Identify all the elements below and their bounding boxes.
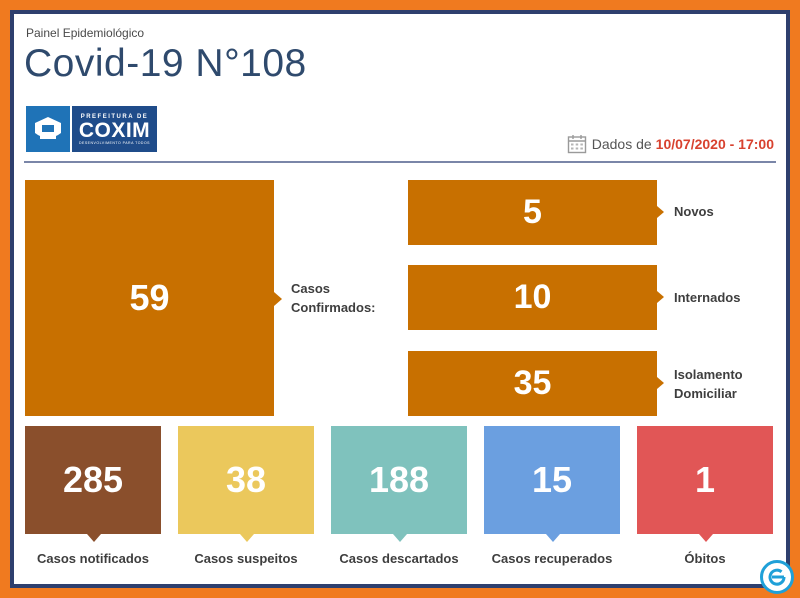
crest-icon — [26, 106, 70, 152]
logo-prefix: PREFEITURA DE — [80, 113, 149, 120]
watermark-logo-icon — [760, 560, 794, 594]
hospitalized-box: 10 — [408, 265, 664, 330]
hospitalized-label: Internados — [674, 290, 741, 305]
new-cases-label: Novos — [674, 204, 714, 219]
home-isolation-label-line1: Isolamento — [674, 367, 743, 382]
notified-cases-label: Casos notificados — [37, 551, 149, 566]
calendar-icon — [567, 134, 587, 154]
epidemiological-panel: Painel Epidemiológico Covid-19 N°108 PRE… — [14, 14, 786, 584]
logo-name: COXIM — [78, 118, 151, 142]
date-label: Dados de — [591, 136, 652, 152]
confirmed-label-line1: Casos — [291, 281, 331, 296]
confirmed-cases-box: 59 — [25, 180, 282, 416]
home-isolation-box: 35 — [408, 351, 664, 416]
panel-subtitle: Painel Epidemiológico — [26, 26, 145, 40]
recovered-cases-card: 15 — [484, 426, 620, 542]
home-isolation-label: Isolamento Domiciliar — [674, 365, 743, 403]
discarded-cases-label: Casos descartados — [339, 551, 459, 566]
data-date: Dados de 10/07/2020 - 17:00 — [567, 134, 774, 154]
date-value: 10/07/2020 - 17:00 — [655, 136, 774, 152]
notified-cases-card: 285 — [25, 426, 161, 542]
suspected-cases-card: 38 — [178, 426, 314, 542]
deaths-card: 1 — [637, 426, 773, 542]
discarded-cases-card: 188 — [331, 426, 467, 542]
new-cases-box: 5 — [408, 180, 664, 245]
confirmed-label-line2: Confirmados: — [291, 300, 376, 315]
panel-title: Covid-19 N°108 — [24, 42, 307, 85]
recovered-cases-label: Casos recuperados — [491, 551, 613, 566]
prefeitura-logo: PREFEITURA DE COXIM DESENVOLVIMENTO PARA… — [26, 106, 157, 152]
home-isolation-label-line2: Domiciliar — [674, 386, 737, 401]
logo-wordmark: PREFEITURA DE COXIM DESENVOLVIMENTO PARA… — [72, 106, 157, 152]
deaths-label: Óbitos — [684, 551, 726, 566]
header-divider — [24, 161, 776, 163]
logo-tagline: DESENVOLVIMENTO PARA TODOS — [78, 140, 151, 145]
confirmed-cases-label: Casos Confirmados: — [291, 279, 376, 317]
suspected-cases-label: Casos suspeitos — [194, 551, 298, 566]
